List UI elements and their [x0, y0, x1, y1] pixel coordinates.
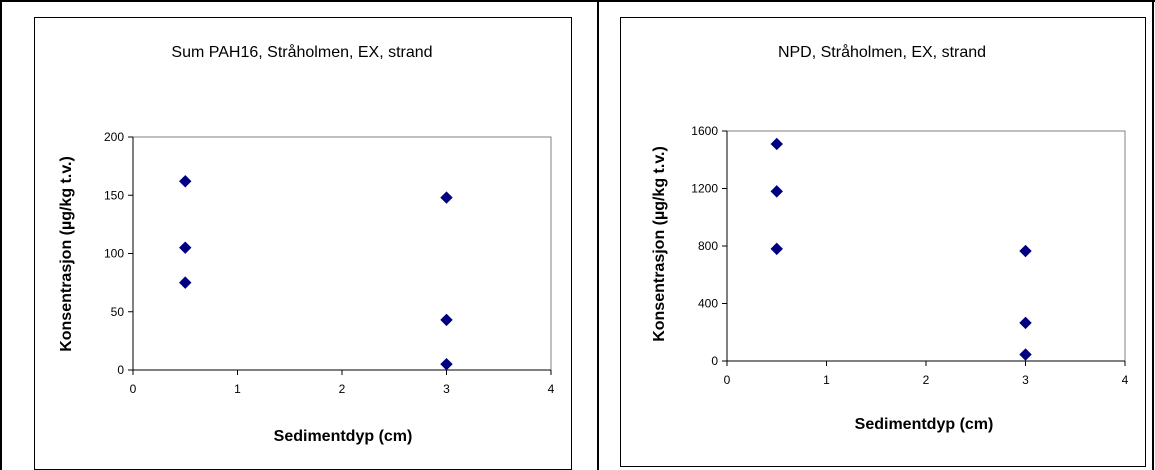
chart-1-title: Sum PAH16, Stråholmen, EX, strand [171, 43, 432, 61]
chart-2-plot-area [726, 130, 1126, 362]
table-border-right [1152, 0, 1154, 470]
table-border-middle [597, 0, 599, 470]
chart-1-y-tick-label: 150 [104, 188, 124, 202]
chart-1-x-tick-label: 3 [443, 382, 450, 396]
chart-1-data-point [440, 313, 453, 327]
chart-2-x-tick-label: 4 [1122, 373, 1129, 387]
table-border-left [0, 0, 2, 470]
chart-2-data-point [1019, 316, 1032, 330]
chart-2-x-tick-label: 1 [823, 373, 830, 387]
chart-1-y-tick-label: 200 [104, 130, 124, 144]
chart-2-data-point [770, 137, 783, 151]
chart-1-x-axis-label: Sedimentdyp (cm) [274, 428, 413, 445]
chart-1-y-tick-label: 0 [117, 363, 124, 377]
chart-1-data-point [179, 276, 192, 289]
chart-2-y-tick-label: 0 [711, 354, 718, 368]
chart-2-data-point [770, 185, 783, 198]
chart-2-title: NPD, Stråholmen, EX, strand [778, 43, 986, 61]
chart-2-y-axis-label: Konsentrasjon (µg/kg t.v.) [651, 146, 668, 342]
chart-2-y-tick-label: 800 [698, 239, 718, 253]
chart-2-frame [620, 17, 1146, 467]
chart-2-x-tick-label: 0 [724, 373, 731, 387]
chart-2-y-tick-label: 400 [698, 297, 718, 311]
chart-1-y-axis-label: Konsentrasjon (µg/kg t.v.) [58, 156, 75, 352]
chart-1-data-point [179, 175, 192, 188]
table-border-top [0, 0, 1155, 2]
chart-1-data-point [440, 191, 453, 204]
chart-1-x-tick-label: 2 [339, 382, 346, 396]
chart-1-y-tick-label: 100 [104, 247, 124, 261]
chart-2-x-tick-label: 2 [923, 373, 930, 387]
chart-1-x-tick-label: 4 [548, 382, 555, 396]
chart-1-x-tick-label: 1 [234, 382, 241, 396]
chart-2-y-tick-label: 1200 [691, 182, 718, 196]
chart-2-x-axis-label: Sedimentdyp (cm) [855, 416, 994, 433]
chart-2-data-point [770, 242, 783, 256]
chart-2-data-point [1019, 348, 1032, 361]
chart-2-y-tick-label: 1600 [691, 124, 718, 138]
chart-1-data-point [179, 241, 192, 254]
chart-1-y-tick-label: 50 [111, 305, 125, 319]
chart-1-data-point [440, 357, 453, 371]
chart-2-data-point [1019, 244, 1032, 258]
chart-2-x-tick-label: 3 [1022, 373, 1029, 387]
chart-1-x-tick-label: 0 [130, 382, 137, 396]
